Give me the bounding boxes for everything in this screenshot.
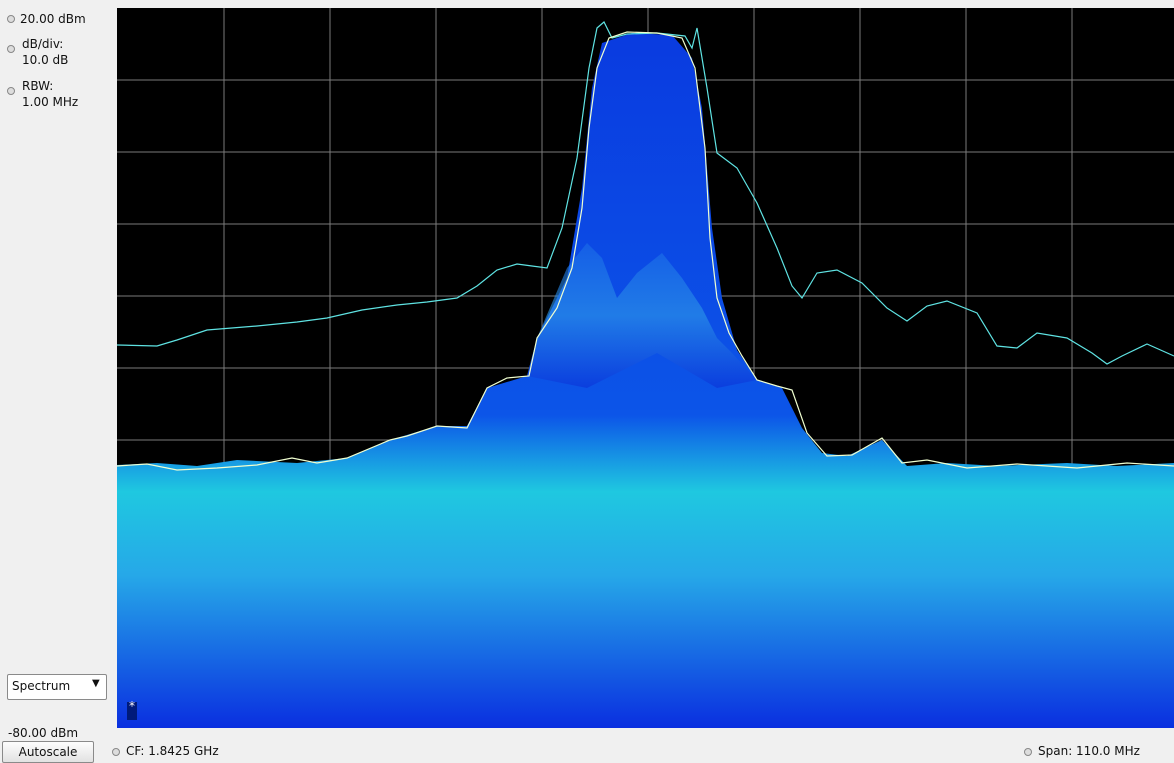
rbw-label: RBW: (22, 79, 54, 93)
ref-level: 20.00 dBm (20, 12, 86, 26)
density-floor (117, 33, 1174, 728)
bullet (7, 45, 15, 53)
rbw-value: 1.00 MHz (22, 95, 79, 109)
span: Span: 110.0 MHz (1038, 744, 1140, 758)
autoscale-button[interactable]: Autoscale (2, 741, 94, 763)
live-trace (117, 31, 1174, 471)
bottom-level: -80.00 dBm (8, 726, 79, 740)
dropdown-arrow: ▼ (92, 678, 100, 689)
scale-label: dB/div: (22, 37, 64, 51)
scale-value: 10.0 dB (22, 53, 69, 67)
spectrum-plot: * (117, 8, 1174, 728)
max-hold-trace (117, 21, 1174, 365)
marker-box (127, 702, 137, 720)
bullet (7, 15, 15, 23)
bullet (7, 87, 15, 95)
density-core (527, 243, 757, 388)
bullet (112, 748, 120, 756)
view-dropdown-text: Spectrum (12, 679, 71, 693)
center-frequency: CF: 1.8425 GHz (126, 744, 219, 758)
view-dropdown[interactable]: Spectrum ▼ (7, 674, 107, 700)
marker: * (129, 699, 135, 713)
bullet (1024, 748, 1032, 756)
